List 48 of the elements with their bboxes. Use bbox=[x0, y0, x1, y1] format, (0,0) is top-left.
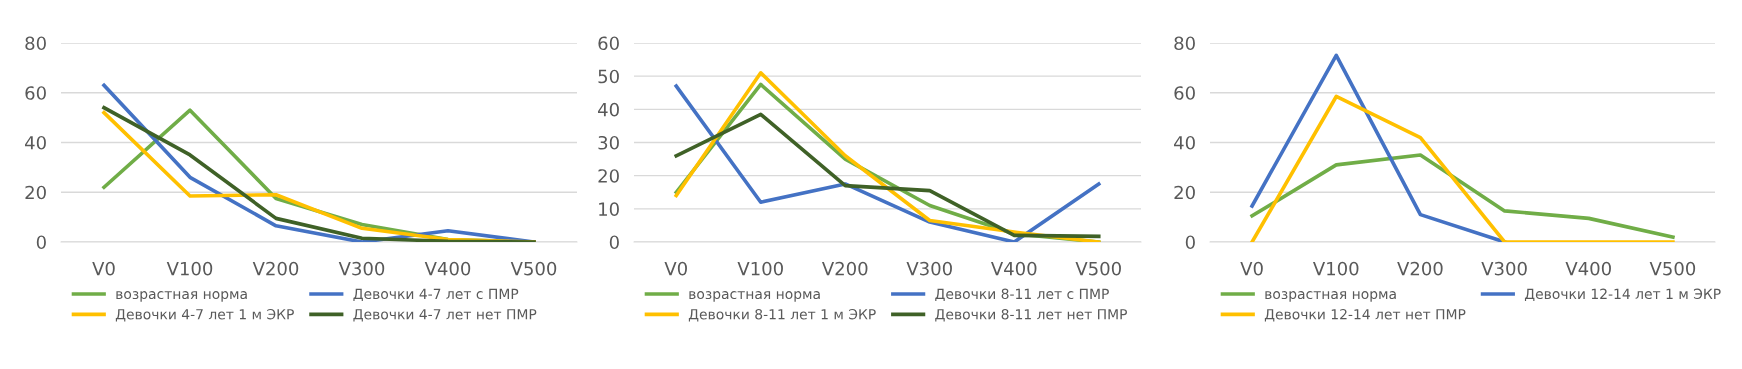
legend-label: Девочки 12-14 лет 1 м ЭКР bbox=[1524, 288, 1721, 302]
y-tick-label: 50 bbox=[598, 69, 619, 84]
y-tick-label: 60 bbox=[598, 36, 619, 51]
y-tick-label: 20 bbox=[1174, 185, 1195, 200]
legend-label: Девочки 8-11 лет нет ПМР bbox=[935, 308, 1127, 322]
legend-label: возрастная норма bbox=[1265, 291, 1396, 302]
y-tick-label: 60 bbox=[1174, 86, 1195, 100]
legend-label: Девочки 4-7 лет нет ПМР bbox=[353, 309, 537, 322]
line-series bbox=[674, 112, 1101, 239]
x-tick-label: V200 bbox=[1397, 261, 1443, 276]
x-tick-label: V0 bbox=[664, 261, 687, 276]
y-tick-label: 20 bbox=[598, 169, 619, 183]
legend-label: Девочки 12-14 лет нет ПМР bbox=[1264, 308, 1466, 322]
x-tick-label: V300 bbox=[1481, 261, 1527, 276]
x-tick-label: V0 bbox=[92, 261, 115, 276]
y-tick-label: 60 bbox=[25, 86, 46, 100]
y-tick-label: 30 bbox=[598, 135, 619, 150]
y-tick-label: 40 bbox=[1174, 135, 1195, 150]
y-tick-label: 80 bbox=[25, 36, 46, 51]
y-tick-label: 40 bbox=[598, 102, 619, 117]
x-tick-label: V100 bbox=[737, 261, 783, 276]
x-tick-label: V200 bbox=[252, 261, 299, 276]
y-tick-label: 80 bbox=[1174, 36, 1195, 51]
y-tick-label: 0 bbox=[36, 235, 46, 250]
legend-label: возрастная норма bbox=[689, 291, 820, 302]
legend-label: Девочки 4-7 лет с ПМР bbox=[353, 288, 519, 302]
x-tick-label: V400 bbox=[424, 261, 471, 276]
x-tick-label: V500 bbox=[1075, 261, 1121, 276]
legend-label: Девочки 8-11 лет 1 м ЭКР bbox=[688, 308, 876, 322]
line-series bbox=[1250, 153, 1675, 239]
x-tick-label: V200 bbox=[821, 261, 868, 276]
legend-label: возрастная норма bbox=[116, 291, 247, 302]
x-tick-label: V100 bbox=[1312, 261, 1359, 276]
legend-label: Девочки 4-7 лет 1 м ЭКР bbox=[115, 308, 294, 322]
x-tick-label: V400 bbox=[990, 261, 1037, 276]
x-tick-label: V500 bbox=[1649, 261, 1696, 276]
y-tick-label: 10 bbox=[599, 202, 619, 216]
y-tick-label: 40 bbox=[25, 135, 46, 150]
x-tick-label: V0 bbox=[1240, 261, 1263, 276]
x-tick-label: V100 bbox=[166, 261, 213, 276]
x-tick-label: V500 bbox=[510, 261, 557, 276]
legend-label: Девочки 8-11 лет с ПМР bbox=[935, 288, 1109, 302]
x-tick-label: V300 bbox=[338, 261, 385, 276]
y-tick-label: 0 bbox=[609, 235, 619, 250]
y-tick-label: 20 bbox=[25, 185, 46, 200]
x-tick-label: V400 bbox=[1565, 261, 1611, 276]
y-tick-label: 0 bbox=[1185, 235, 1195, 250]
x-tick-label: V300 bbox=[906, 261, 952, 276]
